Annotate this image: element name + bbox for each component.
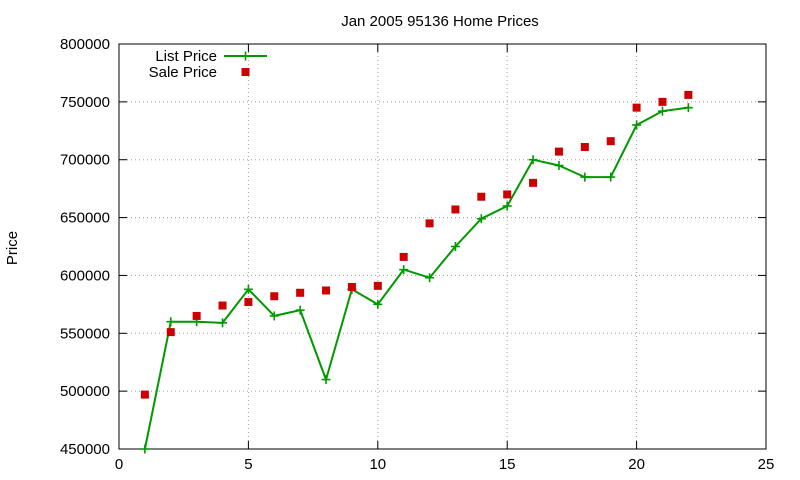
sale-price-point — [322, 286, 331, 295]
list-price-point — [657, 106, 667, 116]
y-tick-label: 450000 — [60, 441, 110, 458]
sale-price-point — [632, 103, 641, 112]
sale-price-point — [580, 142, 589, 151]
list-price-point — [476, 214, 486, 224]
y-tick-label: 650000 — [60, 210, 110, 227]
legend-label: Sale Price — [149, 64, 217, 81]
y-tick-label: 800000 — [60, 36, 110, 53]
list-price-point — [528, 155, 538, 165]
list-price-point — [399, 265, 409, 275]
list-price-point — [580, 172, 590, 182]
list-price-point — [632, 120, 642, 130]
sale-price-point — [529, 178, 538, 187]
axis-ticks: 0 5 10 15 20 25 450000 500000 550000 600000 650000… — [60, 36, 774, 473]
legend-plus-marker — [241, 51, 250, 61]
legend-square-marker — [241, 68, 250, 76]
list-price-point — [321, 375, 331, 385]
sale-price-point — [218, 301, 227, 310]
chart-title: Jan 2005 95136 Home Prices — [341, 13, 539, 30]
list-price-line — [143, 106, 689, 450]
list-price-point — [502, 201, 512, 211]
list-price-point — [373, 299, 383, 309]
sale-price-point — [347, 283, 356, 291]
x-tick-label: 15 — [499, 456, 516, 473]
sale-price-point — [140, 390, 149, 399]
sale-price-point — [554, 147, 563, 156]
list-price-point — [269, 311, 279, 321]
x-tick-label: 0 — [115, 456, 123, 473]
list-price-point — [425, 273, 435, 283]
sale-price-point — [166, 328, 175, 337]
list-price-point — [606, 172, 616, 182]
y-axis-label: Price — [4, 231, 21, 265]
sale-price-point — [399, 252, 408, 261]
sale-price-point — [606, 137, 615, 146]
x-tick-label: 25 — [758, 456, 775, 473]
x-tick-label: 10 — [369, 456, 386, 473]
plot-frame — [118, 43, 767, 450]
list-price-point — [683, 103, 693, 113]
list-price-point — [140, 444, 150, 454]
sale-price-point — [451, 205, 460, 214]
sale-price-point — [373, 281, 382, 290]
sale-price-point — [684, 90, 693, 99]
y-tick-label: 700000 — [60, 152, 110, 169]
sale-price-point — [503, 190, 512, 199]
x-tick-label: 20 — [628, 456, 645, 473]
y-tick-label: 550000 — [60, 325, 110, 342]
legend-label: List Price — [155, 48, 217, 65]
sale-price-point — [270, 292, 279, 301]
sale-price-point — [425, 219, 434, 228]
list-price-point — [218, 318, 228, 328]
sale-price-point — [658, 97, 667, 106]
sale-price-point — [244, 298, 253, 307]
list-price-point — [554, 161, 564, 170]
y-tick-label: 750000 — [60, 94, 110, 111]
y-tick-label: 500000 — [60, 383, 110, 400]
list-price-point — [295, 305, 305, 315]
sale-price-point — [296, 288, 305, 297]
x-tick-label: 5 — [244, 456, 252, 473]
list-price-point — [166, 317, 176, 327]
sale-price-point — [477, 192, 486, 201]
grid-lines — [119, 44, 766, 449]
sale-price-point — [192, 311, 201, 320]
y-tick-label: 600000 — [60, 267, 110, 284]
plot-series — [140, 90, 693, 454]
list-price-point — [243, 284, 253, 294]
list-price-point — [450, 242, 460, 251]
